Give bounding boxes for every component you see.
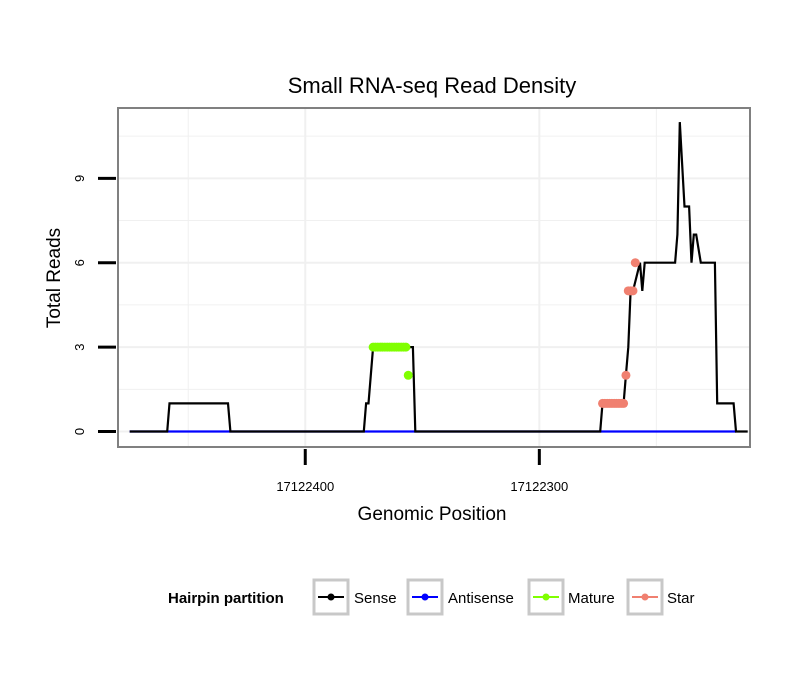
x-axis-title: Genomic Position <box>358 504 507 525</box>
legend-item-antisense: Antisense <box>406 578 514 616</box>
data-point-star <box>628 286 638 296</box>
data-point-star <box>630 258 640 268</box>
data-point-mature <box>403 370 413 380</box>
y-axis: 0 3 6 9 <box>72 175 116 435</box>
legend-label: Antisense <box>448 590 514 607</box>
y-tick-label: 0 <box>72 428 87 435</box>
legend-key-point <box>542 593 550 601</box>
legend-label: Sense <box>354 590 397 607</box>
plot-border <box>117 107 751 448</box>
legend-item-mature: Mature <box>527 578 615 616</box>
y-axis-title: Total Reads <box>44 228 65 328</box>
chart-title: Small RNA-seq Read Density <box>288 73 577 98</box>
x-tick-label: 17122300 <box>510 479 568 494</box>
x-tick-label: 17122400 <box>276 479 334 494</box>
y-tick-label: 6 <box>72 259 87 266</box>
series-line-sense <box>129 122 748 433</box>
legend-item-sense: Sense <box>312 578 397 616</box>
data-point-star <box>621 370 631 380</box>
y-tick-label: 9 <box>72 175 87 182</box>
data-point-mature <box>401 342 411 352</box>
y-tick-label: 3 <box>72 344 87 351</box>
legend-label: Mature <box>568 590 615 607</box>
legend-label: Star <box>667 590 695 607</box>
legend-key-point <box>327 593 335 601</box>
legend-key-point <box>421 593 429 601</box>
x-axis: 17122400 17122300 <box>276 449 568 494</box>
legend-key-point <box>641 593 649 601</box>
plot-panel <box>118 108 750 447</box>
grid <box>118 108 750 447</box>
legend: Hairpin partition Sense Antisense Mature St… <box>168 578 695 616</box>
data-point-star <box>619 398 629 408</box>
series <box>129 122 748 433</box>
legend-item-star: Star <box>626 578 695 616</box>
legend-title: Hairpin partition <box>168 590 284 607</box>
